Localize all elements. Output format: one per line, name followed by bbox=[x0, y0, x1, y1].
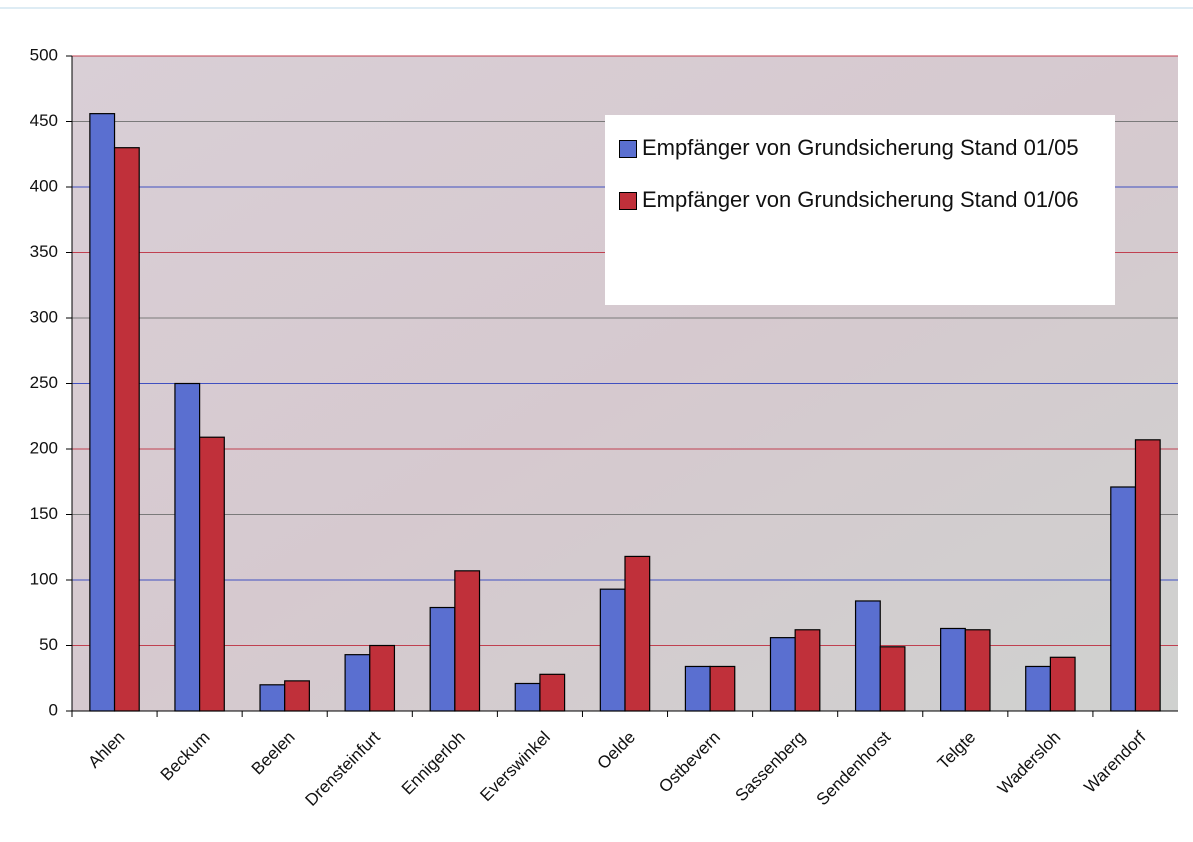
y-tick-label: 400 bbox=[30, 176, 58, 195]
y-tick-label: 450 bbox=[30, 111, 58, 130]
x-tick-label: Beckum bbox=[157, 728, 214, 785]
y-tick-label: 250 bbox=[30, 373, 58, 392]
x-tick-label: Sendenhorst bbox=[813, 727, 895, 809]
legend: Empfänger von Grundsicherung Stand 01/05… bbox=[605, 115, 1115, 305]
bar bbox=[1110, 486, 1137, 712]
x-tick-label: Telgte bbox=[934, 728, 980, 774]
y-tick-label: 150 bbox=[30, 504, 58, 523]
bar bbox=[113, 147, 140, 712]
bar bbox=[794, 629, 821, 712]
bar bbox=[174, 382, 201, 712]
bar bbox=[709, 665, 736, 712]
legend-swatch bbox=[619, 140, 637, 158]
x-tick-label: Ostbevern bbox=[655, 728, 724, 797]
y-tick-label: 300 bbox=[30, 307, 58, 326]
bar bbox=[964, 629, 991, 712]
bar bbox=[89, 113, 116, 712]
bar bbox=[514, 682, 541, 712]
y-tick-label: 200 bbox=[30, 438, 58, 457]
bar bbox=[199, 436, 225, 712]
legend-label: Empfänger von Grundsicherung Stand 01/05 bbox=[642, 135, 1079, 160]
y-tick-label: 50 bbox=[39, 635, 58, 654]
bar bbox=[1049, 656, 1076, 712]
legend-swatch bbox=[619, 192, 637, 210]
bar bbox=[539, 673, 566, 712]
y-tick-label: 0 bbox=[49, 700, 58, 719]
x-tick-label: Ahlen bbox=[84, 728, 128, 772]
bar bbox=[1025, 665, 1051, 712]
bar bbox=[454, 570, 481, 712]
x-tick-label: Drensteinfurt bbox=[302, 727, 384, 809]
legend-item: Empfänger von Grundsicherung Stand 01/06 bbox=[619, 185, 1101, 215]
bar bbox=[1134, 439, 1161, 712]
bar bbox=[769, 637, 796, 712]
bar bbox=[284, 680, 310, 712]
x-tick-label: Wadersloh bbox=[994, 728, 1064, 798]
y-tick-label: 350 bbox=[30, 242, 58, 261]
bar bbox=[259, 684, 286, 712]
y-tick-label: 100 bbox=[30, 569, 58, 588]
x-tick-label: Sassenberg bbox=[732, 728, 810, 806]
x-tick-label: Everswinkel bbox=[476, 728, 554, 806]
y-tick-label: 500 bbox=[30, 45, 58, 64]
bar bbox=[854, 600, 881, 712]
x-tick-label: Beelen bbox=[248, 728, 299, 779]
bar bbox=[940, 627, 966, 712]
bar bbox=[599, 588, 626, 712]
bar bbox=[879, 646, 906, 712]
legend-label: Empfänger von Grundsicherung Stand 01/06 bbox=[642, 187, 1079, 212]
bar bbox=[344, 654, 371, 712]
x-tick-label: Oelde bbox=[593, 728, 639, 774]
bar bbox=[684, 665, 711, 712]
x-tick-label: Warendorf bbox=[1080, 727, 1149, 796]
bar bbox=[369, 644, 396, 712]
bar bbox=[624, 555, 651, 712]
legend-item: Empfänger von Grundsicherung Stand 01/05 bbox=[619, 133, 1101, 163]
x-tick-label: Ennigerloh bbox=[398, 728, 469, 799]
bar bbox=[429, 606, 456, 712]
